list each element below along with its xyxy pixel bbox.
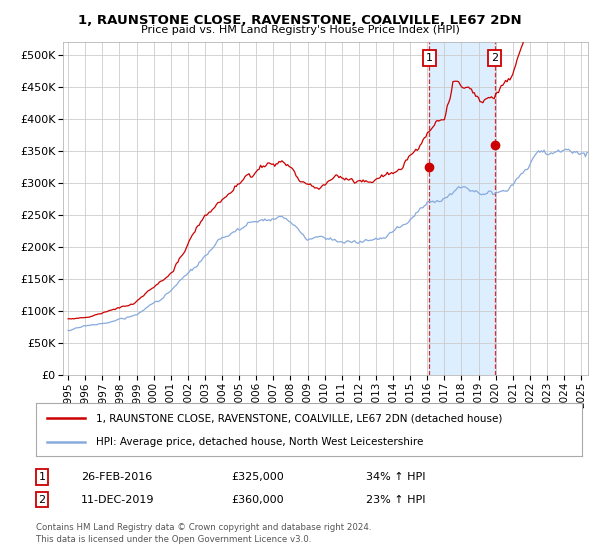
Text: HPI: Average price, detached house, North West Leicestershire: HPI: Average price, detached house, Nort…	[96, 436, 424, 446]
Text: 2: 2	[491, 53, 498, 63]
Text: 1, RAUNSTONE CLOSE, RAVENSTONE, COALVILLE, LE67 2DN (detached house): 1, RAUNSTONE CLOSE, RAVENSTONE, COALVILL…	[96, 413, 502, 423]
Text: 1: 1	[426, 53, 433, 63]
Text: 11-DEC-2019: 11-DEC-2019	[81, 494, 155, 505]
Text: 1, RAUNSTONE CLOSE, RAVENSTONE, COALVILLE, LE67 2DN: 1, RAUNSTONE CLOSE, RAVENSTONE, COALVILL…	[78, 14, 522, 27]
Text: 34% ↑ HPI: 34% ↑ HPI	[366, 472, 425, 482]
Text: 2: 2	[38, 494, 46, 505]
Bar	[430, 42, 494, 375]
Text: Contains HM Land Registry data © Crown copyright and database right 2024.: Contains HM Land Registry data © Crown c…	[36, 523, 371, 532]
Text: 23% ↑ HPI: 23% ↑ HPI	[366, 494, 425, 505]
Text: This data is licensed under the Open Government Licence v3.0.: This data is licensed under the Open Gov…	[36, 535, 311, 544]
Text: 1: 1	[38, 472, 46, 482]
Text: £360,000: £360,000	[231, 494, 284, 505]
Text: £325,000: £325,000	[231, 472, 284, 482]
Text: Price paid vs. HM Land Registry's House Price Index (HPI): Price paid vs. HM Land Registry's House …	[140, 25, 460, 35]
Text: 26-FEB-2016: 26-FEB-2016	[81, 472, 152, 482]
